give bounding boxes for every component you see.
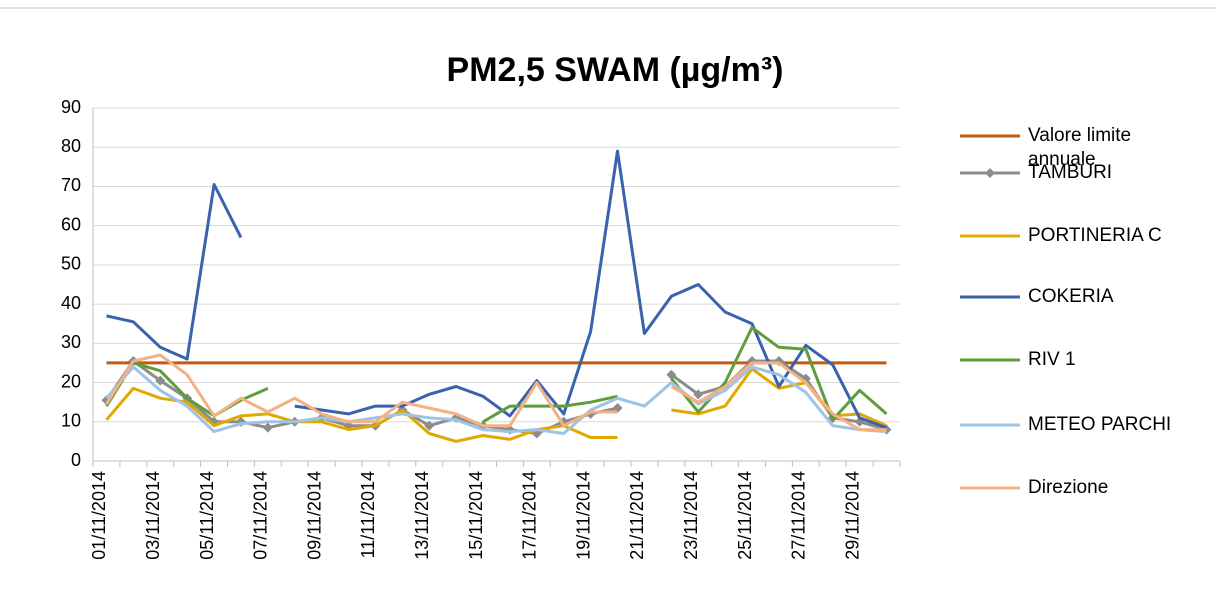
point-marker <box>424 420 435 431</box>
point-marker <box>262 422 273 433</box>
point-marker <box>155 375 166 386</box>
y-tick-label: 90 <box>61 97 81 117</box>
point-marker <box>666 369 677 380</box>
legend-label: TAMBURI <box>1028 162 1113 183</box>
legend-label: METEO PARCHI <box>1028 414 1172 435</box>
x-tick-label: 03/11/2014 <box>143 471 163 560</box>
legend-label: RIV 1 <box>1028 349 1076 370</box>
x-tick-label: 17/11/2014 <box>520 471 540 560</box>
y-tick-label: 30 <box>61 332 81 352</box>
legend-label: Direzione <box>1028 477 1109 498</box>
x-tick-label: 25/11/2014 <box>735 471 755 560</box>
x-tick-label: 11/11/2014 <box>358 471 378 558</box>
chart-title: PM2,5 SWAM (µg/m³) <box>447 51 784 89</box>
y-tick-label: 70 <box>61 175 81 195</box>
legend-label: Valore limite annuale <box>1028 125 1132 170</box>
x-tick-label: 23/11/2014 <box>681 471 701 560</box>
y-tick-label: 50 <box>61 254 81 274</box>
x-tick-label: 05/11/2014 <box>197 471 217 560</box>
y-tick-label: 0 <box>71 450 81 470</box>
x-tick-label: 13/11/2014 <box>412 471 432 560</box>
y-tick-label: 60 <box>61 214 81 234</box>
y-tick-label: 10 <box>61 411 81 431</box>
series-line <box>105 353 887 432</box>
x-tick-label: 07/11/2014 <box>251 471 271 560</box>
series-line <box>106 149 888 430</box>
y-tick-label: 40 <box>61 293 81 313</box>
x-tick-label: 19/11/2014 <box>573 471 593 560</box>
legend-marker <box>985 168 995 178</box>
x-tick-label: 01/11/2014 <box>89 471 109 560</box>
x-tick-label: 09/11/2014 <box>304 471 324 560</box>
x-tick-label: 15/11/2014 <box>466 471 486 560</box>
x-tick-label: 21/11/2014 <box>627 471 647 560</box>
y-tick-label: 80 <box>61 136 81 156</box>
x-tick-label: 29/11/2014 <box>842 471 862 560</box>
series-line <box>105 365 887 435</box>
y-tick-label: 20 <box>61 371 81 391</box>
legend-label: COKERIA <box>1028 286 1114 307</box>
x-tick-label: 27/11/2014 <box>789 471 809 560</box>
legend-label: PORTINERIA C <box>1028 225 1162 246</box>
point-marker <box>693 389 704 400</box>
